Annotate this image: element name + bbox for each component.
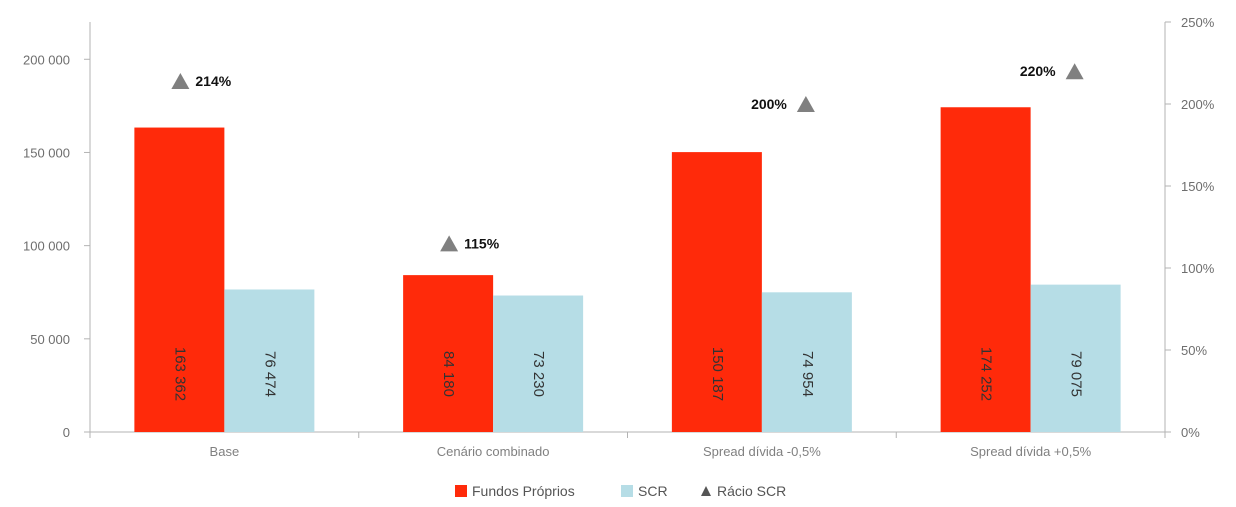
bars (134, 107, 1121, 433)
ratio-triangle-marker (796, 96, 815, 112)
left-axis-tick-label: 200 000 (23, 52, 70, 67)
bar-fundos-proprios (940, 107, 1031, 433)
right-axis-tick-label: 50% (1181, 343, 1207, 358)
bar-value-label: 73 230 (530, 351, 547, 397)
ratio-markers: 214% 115% 200% 220% (171, 63, 1084, 252)
bar-value-label: 74 954 (799, 351, 816, 397)
bar-fundos-proprios (403, 275, 494, 432)
legend-label: SCR (638, 483, 668, 499)
right-axis-tick-label: 0% (1181, 425, 1200, 440)
bar-value-label: 84 180 (440, 351, 457, 397)
legend: Fundos Próprios SCR Rácio SCR (455, 483, 786, 499)
bar-value-label: 79 075 (1068, 351, 1085, 397)
bar-fundos-proprios (671, 152, 762, 432)
bar-fundos-proprios (134, 127, 225, 432)
legend-triangle-icon (701, 486, 711, 496)
right-axis-tick-label: 150% (1181, 179, 1215, 194)
bar-scr (224, 289, 315, 432)
x-axis-category-label: Base (210, 444, 240, 459)
x-axis-category-label: Cenário combinado (437, 444, 550, 459)
bar-scr (1030, 284, 1121, 432)
legend-swatch (455, 485, 467, 497)
left-axis-tick-label: 0 (63, 425, 70, 440)
right-axis-tick-label: 200% (1181, 97, 1215, 112)
bar-value-label: 150 187 (709, 347, 726, 401)
bar-scr (493, 295, 584, 432)
bar-value-label: 174 252 (978, 347, 995, 401)
right-axis-tick-label: 100% (1181, 261, 1215, 276)
left-axis-tick-label: 50 000 (30, 332, 70, 347)
ratio-triangle-marker (171, 73, 190, 90)
ratio-value-label: 214% (195, 73, 231, 89)
ratio-value-label: 220% (1020, 63, 1056, 79)
bar-scr (761, 292, 852, 432)
x-axis-category-label: Spread dívida -0,5% (703, 444, 821, 459)
x-axis-category-label: Spread dívida +0,5% (970, 444, 1091, 459)
ratio-value-label: 115% (464, 235, 500, 251)
ratio-triangle-marker (440, 235, 459, 252)
ratio-triangle-marker (1065, 63, 1084, 80)
legend-swatch (621, 485, 633, 497)
bar-labels: 163 362 76 474 84 180 73 230 150 187 74 954 17… (171, 347, 1084, 401)
right-axis-tick-label: 250% (1181, 15, 1215, 30)
left-axis-tick-label: 150 000 (23, 145, 70, 160)
bar-value-label: 163 362 (171, 347, 188, 401)
left-axis-tick-label: 100 000 (23, 239, 70, 254)
legend-label: Rácio SCR (717, 483, 786, 499)
ratio-value-label: 200% (751, 96, 787, 112)
bar-value-label: 76 474 (261, 351, 278, 397)
legend-label: Fundos Próprios (472, 483, 575, 499)
